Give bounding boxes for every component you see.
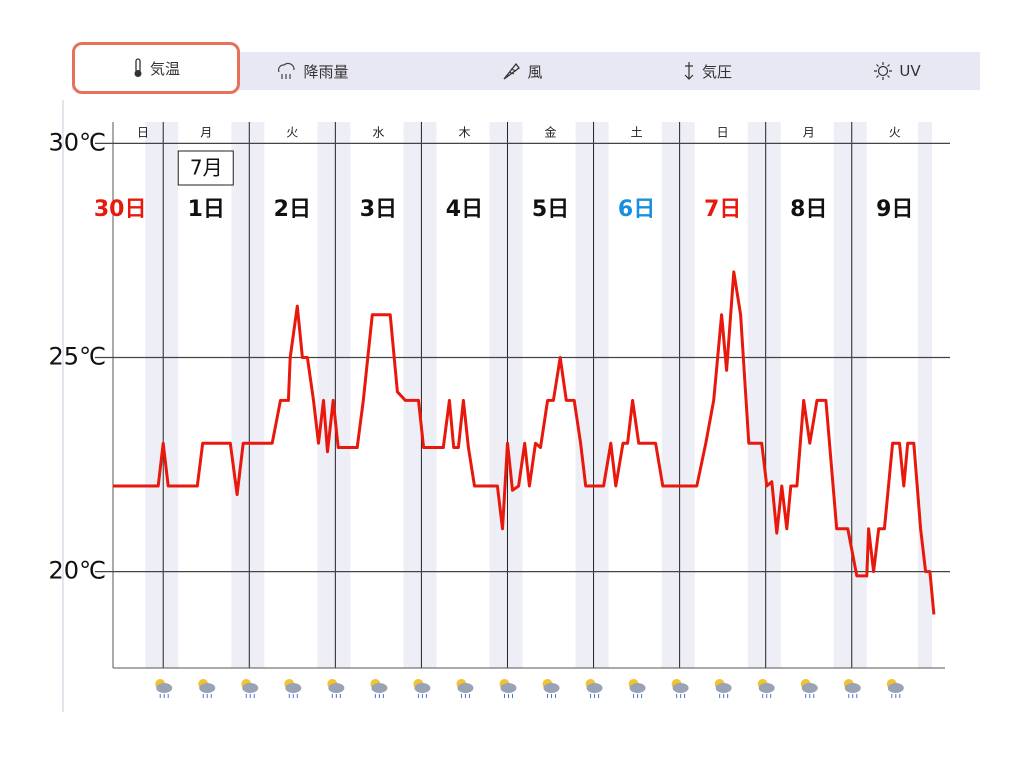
weather-cloud [844, 683, 861, 693]
weather-cloud [672, 683, 689, 693]
weather-cloud [715, 683, 732, 693]
night-band [489, 122, 523, 668]
tab-wind[interactable]: 風 [482, 52, 562, 90]
wind-icon [503, 62, 521, 80]
weather-cloud [500, 683, 517, 693]
tab-temperature[interactable]: 気温 [72, 42, 240, 94]
weather-cloud [629, 683, 646, 693]
weekday-label: 月 [803, 126, 815, 140]
weather-rain [633, 694, 643, 698]
weather-cloud [758, 683, 775, 693]
weather-cloud [242, 683, 259, 693]
day-label: 7日 [704, 197, 741, 222]
night-band [145, 122, 179, 668]
weather-rain [891, 694, 901, 698]
day-label: 1日 [188, 197, 225, 222]
weekday-label: 土 [631, 126, 643, 140]
day-label: 4日 [446, 197, 483, 222]
day-label: 8日 [790, 197, 827, 222]
weather-rain [762, 694, 772, 698]
weather-cloud [414, 683, 431, 693]
night-band [231, 122, 265, 668]
weather-rain [503, 694, 513, 698]
weather-rain [374, 694, 384, 698]
weather-rain [676, 694, 686, 698]
weather-rain [417, 694, 427, 698]
weekday-label: 火 [889, 126, 901, 140]
weather-rain [547, 694, 557, 698]
day-label: 6日 [618, 197, 655, 222]
tab-rain[interactable]: 降雨量 [262, 52, 362, 90]
y-tick-label: 25℃ [49, 343, 107, 371]
day-label: 5日 [532, 197, 569, 222]
weather-cloud [543, 683, 560, 693]
weekday-label: 水 [372, 126, 384, 140]
weather-cloud [586, 683, 603, 693]
weather-cloud [285, 683, 302, 693]
weekday-label: 月 [200, 126, 212, 140]
day-label: 30日 [94, 197, 147, 222]
month-box [177, 150, 234, 186]
weekday-label: 金 [545, 125, 557, 140]
weekday-label: 木 [458, 126, 470, 140]
weather-cloud [199, 683, 216, 693]
weekday-label: 火 [286, 126, 298, 140]
night-band [317, 122, 351, 668]
weekday-label: 日 [717, 126, 729, 140]
weather-rain [460, 694, 470, 698]
day-label: 9日 [876, 197, 913, 222]
weather-cloud [887, 683, 904, 693]
tab-label: 気温 [149, 59, 180, 78]
tab-label: UV [899, 62, 921, 80]
night-band [833, 122, 867, 668]
y-tick-label: 30℃ [49, 128, 107, 156]
weather-rain [719, 694, 729, 698]
tab-label: 降雨量 [303, 62, 349, 81]
night-band [661, 122, 695, 668]
weather-rain [848, 694, 858, 698]
tab-bar: 気温 降雨量 風 気圧 UV [72, 42, 980, 94]
tab-uv[interactable]: UV [852, 52, 942, 90]
weather-cloud [371, 683, 388, 693]
tab-pressure[interactable]: 気圧 [662, 52, 752, 90]
day-label: 3日 [360, 197, 397, 222]
thermometer-icon [134, 58, 142, 77]
month-label: 7月 [190, 156, 223, 180]
weather-cloud [457, 683, 474, 693]
weather-cloud [156, 683, 173, 693]
weather-rain [331, 694, 341, 698]
tab-label: 風 [527, 62, 543, 81]
day-label: 2日 [274, 197, 311, 222]
weather-cloud [328, 683, 345, 693]
weather-rain [202, 694, 212, 698]
weather-cloud [801, 683, 818, 693]
weather-rain [288, 694, 298, 698]
y-tick-label: 20℃ [49, 557, 107, 585]
night-band [747, 122, 781, 668]
rain-icon [278, 62, 296, 79]
weather-rain [590, 694, 600, 698]
temperature-line [113, 270, 936, 615]
night-band [575, 122, 609, 668]
sun-icon [874, 62, 893, 80]
weather-rain [805, 694, 815, 698]
night-band [403, 122, 437, 668]
weekday-label: 日 [137, 126, 149, 140]
tab-label: 気圧 [701, 62, 732, 81]
weather-rain [159, 694, 169, 698]
pressure-icon [684, 62, 694, 80]
weather-rain [245, 694, 255, 698]
